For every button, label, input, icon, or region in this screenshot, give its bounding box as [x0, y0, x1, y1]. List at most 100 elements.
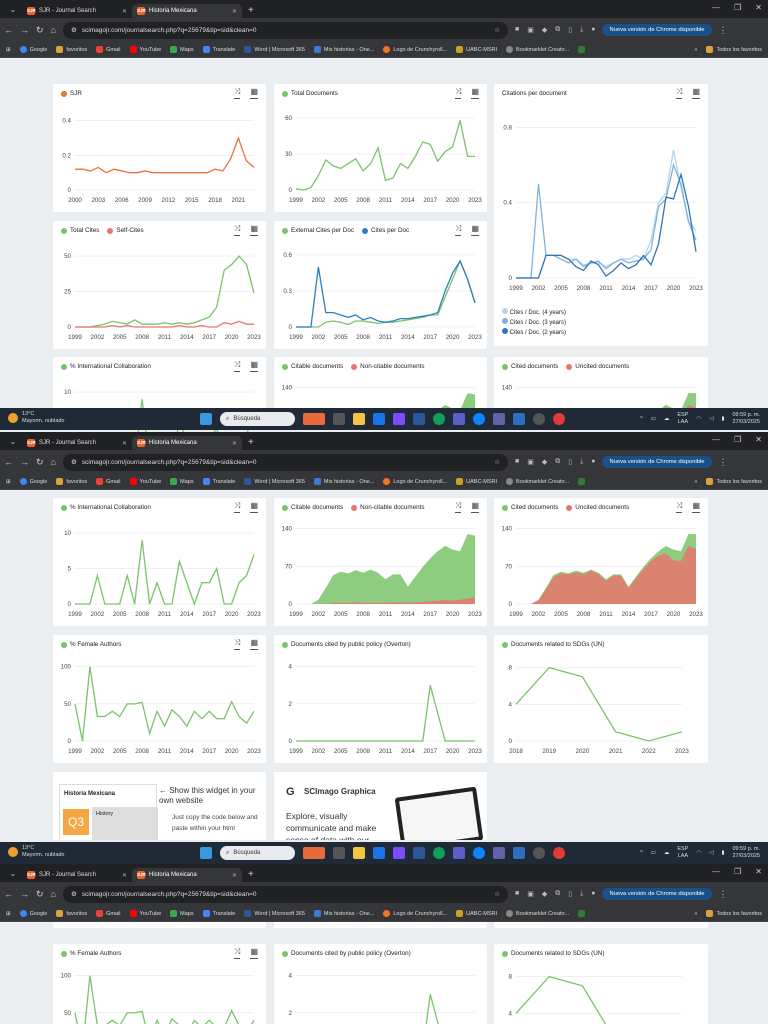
url-bar[interactable]: ⚙ scimagojr.com/journalsearch.php?q=25679…	[62, 21, 508, 39]
wifi-icon[interactable]: ◠	[696, 416, 702, 422]
clock[interactable]: 09:59 p. m. 27/03/2025	[732, 412, 760, 425]
new-tab-button[interactable]: +	[248, 5, 254, 16]
search-highlight-icon[interactable]	[303, 413, 325, 425]
site-info-icon[interactable]: ⚙	[70, 27, 77, 34]
bookmarks-overflow-icon[interactable]: »	[694, 478, 698, 485]
bookmark-word[interactable]: Word | Microsoft 365	[244, 910, 305, 917]
bookmark-bookmarklet[interactable]: Bookmarklet Creato...	[506, 46, 569, 53]
tab-search-icon[interactable]: ⌄	[9, 436, 17, 446]
extension-icon[interactable]: ■	[514, 890, 520, 897]
bookmark-bookmarklet[interactable]: Bookmarklet Creato...	[506, 910, 569, 917]
search-highlight-icon[interactable]	[303, 847, 325, 859]
tab-sjr[interactable]: SJR SJR - Journal Search ✕	[22, 4, 132, 18]
weather-widget[interactable]: 13°C Mayorm. nublado	[8, 845, 65, 859]
menu-icon[interactable]: ⋮	[718, 888, 728, 899]
bookmark-maps[interactable]: Maps	[170, 478, 194, 485]
chart-toggle-icon[interactable]: ⤨	[234, 638, 241, 650]
tab-historia-mexicana[interactable]: SJR Historia Mexicana ✕	[132, 4, 242, 18]
chrome-update-button[interactable]: Nueva versión de Chrome disponible	[602, 24, 712, 36]
chart-toggle-icon[interactable]: ⤨	[234, 501, 241, 513]
extension-icon[interactable]: ◆	[541, 27, 548, 34]
all-bookmarks[interactable]: Todos los favoritos	[706, 46, 762, 53]
bookmark-word[interactable]: Word | Microsoft 365	[244, 478, 305, 485]
bookmark-extra[interactable]	[578, 910, 586, 917]
site-info-icon[interactable]: ⚙	[70, 459, 77, 466]
all-bookmarks[interactable]: Todos los favoritos	[706, 910, 762, 917]
tab-sjr[interactable]: SJR SJR - Journal Search ✕	[22, 868, 132, 882]
chart-toggle-icon[interactable]: ⤨	[234, 947, 241, 959]
apps-icon[interactable]: ⊞	[6, 46, 11, 53]
bookmark-mis-historias[interactable]: Mis historias - One...	[313, 910, 374, 917]
tray-icon[interactable]: ☁	[663, 850, 670, 856]
close-window-icon[interactable]: ✕	[755, 435, 762, 444]
minimize-icon[interactable]: —	[712, 3, 721, 12]
app-icon[interactable]	[373, 847, 385, 859]
chart-toggle-icon[interactable]: ⤨	[234, 224, 241, 236]
graphica-promo[interactable]: G SCImago Graphica Explore, visually com…	[274, 772, 487, 840]
close-tab-icon[interactable]: ✕	[231, 872, 237, 879]
forward-icon[interactable]: →	[20, 25, 29, 35]
apps-icon[interactable]: ⊞	[6, 910, 11, 917]
table-view-icon[interactable]: ▦	[250, 224, 258, 236]
new-tab-button[interactable]: +	[248, 869, 254, 880]
home-icon[interactable]: ⌂	[50, 25, 56, 35]
table-view-icon[interactable]: ▦	[692, 87, 700, 99]
table-view-icon[interactable]: ▦	[250, 87, 258, 99]
profile-icon[interactable]: ●	[591, 458, 596, 465]
bookmark-favoritos[interactable]: favoritos	[56, 910, 87, 917]
table-view-icon[interactable]: ▦	[250, 501, 258, 513]
bookmark-crunchyroll[interactable]: Logo de Crunchyroll...	[383, 478, 447, 485]
bookmark-star-icon[interactable]: ☆	[494, 891, 500, 898]
app-icon[interactable]	[493, 413, 505, 425]
legend-item[interactable]: Cites / Doc. (3 years)	[502, 318, 566, 328]
url-bar[interactable]: ⚙ scimagojr.com/journalsearch.php?q=25679…	[62, 453, 508, 471]
new-tab-button[interactable]: +	[248, 437, 254, 448]
extension-icon[interactable]: ◆	[541, 891, 548, 898]
extension-icon[interactable]: ■	[514, 26, 520, 33]
downloads-icon[interactable]: ⤓	[580, 26, 584, 33]
language-indicator[interactable]: ESP LAA	[677, 412, 689, 425]
bookmark-star-icon[interactable]: ☆	[494, 459, 500, 466]
windows-start-icon[interactable]	[200, 847, 212, 859]
bookmark-google[interactable]: Google	[19, 910, 47, 917]
maximize-icon[interactable]: ❐	[734, 435, 742, 444]
close-tab-icon[interactable]: ✕	[231, 8, 237, 15]
weather-widget[interactable]: 13°C Mayorm. nublado	[8, 411, 65, 425]
bookmark-extra[interactable]	[578, 478, 586, 485]
extension-icon[interactable]: ■	[514, 458, 520, 465]
opera-icon[interactable]	[553, 847, 565, 859]
bookmark-crunchyroll[interactable]: Logo de Crunchyroll...	[383, 46, 447, 53]
profile-icon[interactable]: ●	[591, 26, 596, 33]
extensions-icon[interactable]: ⧉	[555, 26, 561, 33]
bookmark-favoritos[interactable]: favoritos	[56, 478, 87, 485]
chart-toggle-icon[interactable]: ⤨	[234, 87, 241, 99]
extension-icon[interactable]: ▣	[527, 459, 534, 466]
chart-toggle-icon[interactable]: ⤨	[676, 501, 683, 513]
close-tab-icon[interactable]: ✕	[121, 8, 127, 15]
bookmark-maps[interactable]: Maps	[170, 46, 194, 53]
chart-toggle-icon[interactable]: ⤨	[455, 224, 462, 236]
dell-icon[interactable]	[533, 847, 545, 859]
bookmark-uabc[interactable]: UABC-MSRI	[456, 910, 497, 917]
sidepanel-icon[interactable]: ▯	[568, 27, 573, 34]
menu-icon[interactable]: ⋮	[718, 456, 728, 467]
table-view-icon[interactable]: ▦	[471, 87, 479, 99]
all-bookmarks[interactable]: Todos los favoritos	[706, 478, 762, 485]
bookmark-gmail[interactable]: Gmail	[96, 478, 121, 485]
bookmark-mis-historias[interactable]: Mis historias - One...	[313, 46, 374, 53]
close-tab-icon[interactable]: ✕	[121, 440, 127, 447]
bookmark-youtube[interactable]: YouTube	[129, 910, 161, 917]
task-view-icon[interactable]	[333, 847, 345, 859]
extension-icon[interactable]: ◆	[541, 459, 548, 466]
file-explorer-icon[interactable]	[353, 413, 365, 425]
legend-item[interactable]: Cites / Doc. (4 years)	[502, 308, 566, 318]
table-view-icon[interactable]: ▦	[250, 947, 258, 959]
bookmark-word[interactable]: Word | Microsoft 365	[244, 46, 305, 53]
apps-icon[interactable]: ⊞	[6, 478, 11, 485]
home-icon[interactable]: ⌂	[50, 889, 56, 899]
maximize-icon[interactable]: ❐	[734, 867, 742, 876]
extension-icon[interactable]: ▣	[527, 891, 534, 898]
battery-icon[interactable]: ▮	[721, 850, 725, 856]
chart-toggle-icon[interactable]: ⤨	[455, 87, 462, 99]
volume-icon[interactable]: ◁	[709, 850, 714, 856]
